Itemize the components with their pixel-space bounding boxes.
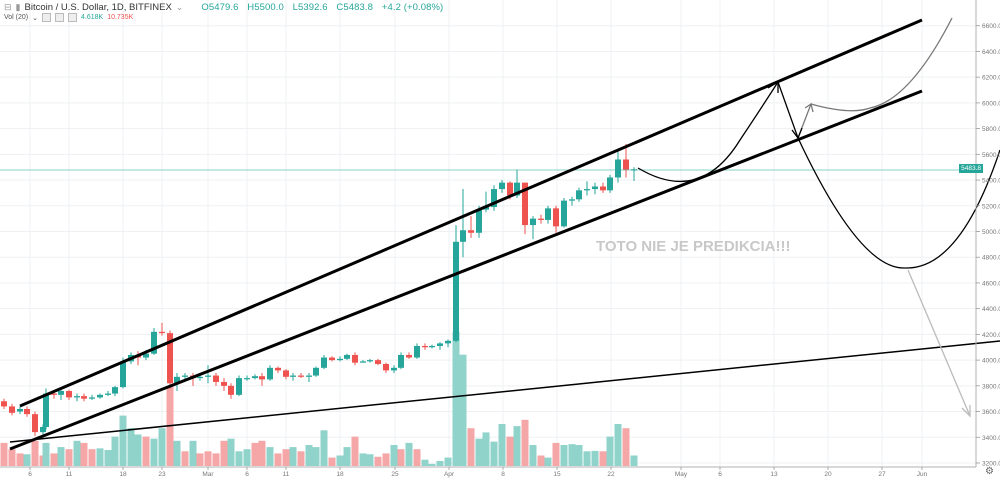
price-tick-label: 4400.0 [982,306,1000,313]
ohlc-values: O5479.6 H5500.0 L5392.6 C5483.8 +4.2 (+0… [201,2,449,13]
symbol-legend: ⊟ ▮ Bitcoin / U.S. Dollar, 1D, BITFINEX … [4,2,449,13]
projection-crash-curve[interactable] [797,137,1000,269]
long-support[interactable] [9,340,1000,443]
arrowhead-icon [961,405,971,418]
time-tick-label: 6 [245,471,249,478]
arrowhead-icon [791,127,803,140]
candlesticks [1,144,637,438]
price-tick-label: 6600.0 [982,23,1000,30]
time-tick-label: 15 [553,471,561,478]
time-tick-label: 23 [158,471,166,478]
time-tick-label: 22 [607,471,615,478]
close-icon[interactable] [68,13,77,22]
time-tick-label: 18 [119,471,127,478]
price-tick-label: 4800.0 [982,255,1000,262]
close-value: C5483.8 [336,2,374,13]
time-tick-label: 13 [770,471,778,478]
price-tick-label: 5000.0 [982,229,1000,236]
price-tick-label: 5600.0 [982,152,1000,159]
time-tick-label: 11 [283,471,290,478]
price-axis[interactable]: 6600.0 6400.0 6200.0 6000.0 5800.0 5600.0 5400… [976,23,1000,468]
open-value: O5479.6 [201,2,239,13]
time-tick-label: 20 [824,471,832,478]
time-axis[interactable]: 6 11 18 23 Mar 6 11 18 25 Apr 8 15 22 May 6 13 20 27 Jun [28,467,928,478]
volume-value-up: 4.618K [81,14,104,21]
volume-value-down: 10.735K [107,14,134,21]
projection-drop[interactable] [777,81,799,139]
annotation-text[interactable]: TOTO NIE JE PREDIKCIA!!! [596,238,790,255]
price-tick-label: 6400.0 [982,49,1000,56]
eye-icon[interactable] [42,13,51,22]
price-tick-label: 3600.0 [982,409,1000,416]
time-tick-label: 27 [878,471,886,478]
collapse-icon[interactable]: ⊟ [4,2,12,12]
channel-lower[interactable] [9,89,923,451]
price-tick-label: 5200.0 [982,203,1000,210]
time-tick-label: 6 [718,471,722,478]
projection-bounce[interactable] [797,17,953,139]
time-tick-label: Jun [917,471,928,478]
drawings-layer[interactable] [9,17,1000,451]
symbol-title[interactable]: Bitcoin / U.S. Dollar, 1D, BITFINEX [24,2,172,13]
projection-breakdown[interactable] [907,269,971,417]
time-tick-label: 11 [66,471,73,478]
gear-icon[interactable]: ⚙ [985,466,994,477]
time-tick-label: 25 [391,471,399,478]
chevron-down-icon[interactable]: ⌄ [175,2,184,12]
settings-icon[interactable] [55,13,64,22]
price-tick-label: 6000.0 [982,100,1000,107]
time-tick-label: May [675,471,688,478]
time-tick-label: Mar [202,471,214,478]
price-tick-label: 3400.0 [982,435,1000,442]
low-value: L5392.6 [292,2,328,13]
last-price-tag: 5483.8 [959,164,983,173]
price-tick-label: 6200.0 [982,75,1000,82]
price-tick-label: 3800.0 [982,383,1000,390]
time-tick-label: Apr [444,471,455,478]
price-tick-label: 4000.0 [982,358,1000,365]
time-tick-label: 8 [501,471,505,478]
arrowhead-icon [804,102,814,113]
price-tick-label: 3200.0 [982,461,1000,468]
chevron-down-icon[interactable]: ⌄ [32,14,38,22]
projection-up-arc[interactable] [637,81,779,182]
channel-upper[interactable] [19,18,923,408]
volume-legend: Vol (20) ⌄ 4.618K 10.735K [4,13,133,22]
price-tick-label: 4600.0 [982,280,1000,287]
volume-label[interactable]: Vol (20) [4,14,29,21]
arrowhead-icon [767,80,779,93]
price-tick-label: 5400.0 [982,178,1000,185]
price-tick-label: 5800.0 [982,126,1000,133]
change-value: +4.2 (+0.08%) [381,2,444,13]
price-tick-label: 4200.0 [982,332,1000,339]
time-tick-label: 6 [28,471,32,478]
symbol-logo-icon: ▮ [15,2,21,12]
volume-bars [0,331,638,466]
time-tick-label: 18 [336,471,344,478]
high-value: H5500.0 [247,2,284,13]
